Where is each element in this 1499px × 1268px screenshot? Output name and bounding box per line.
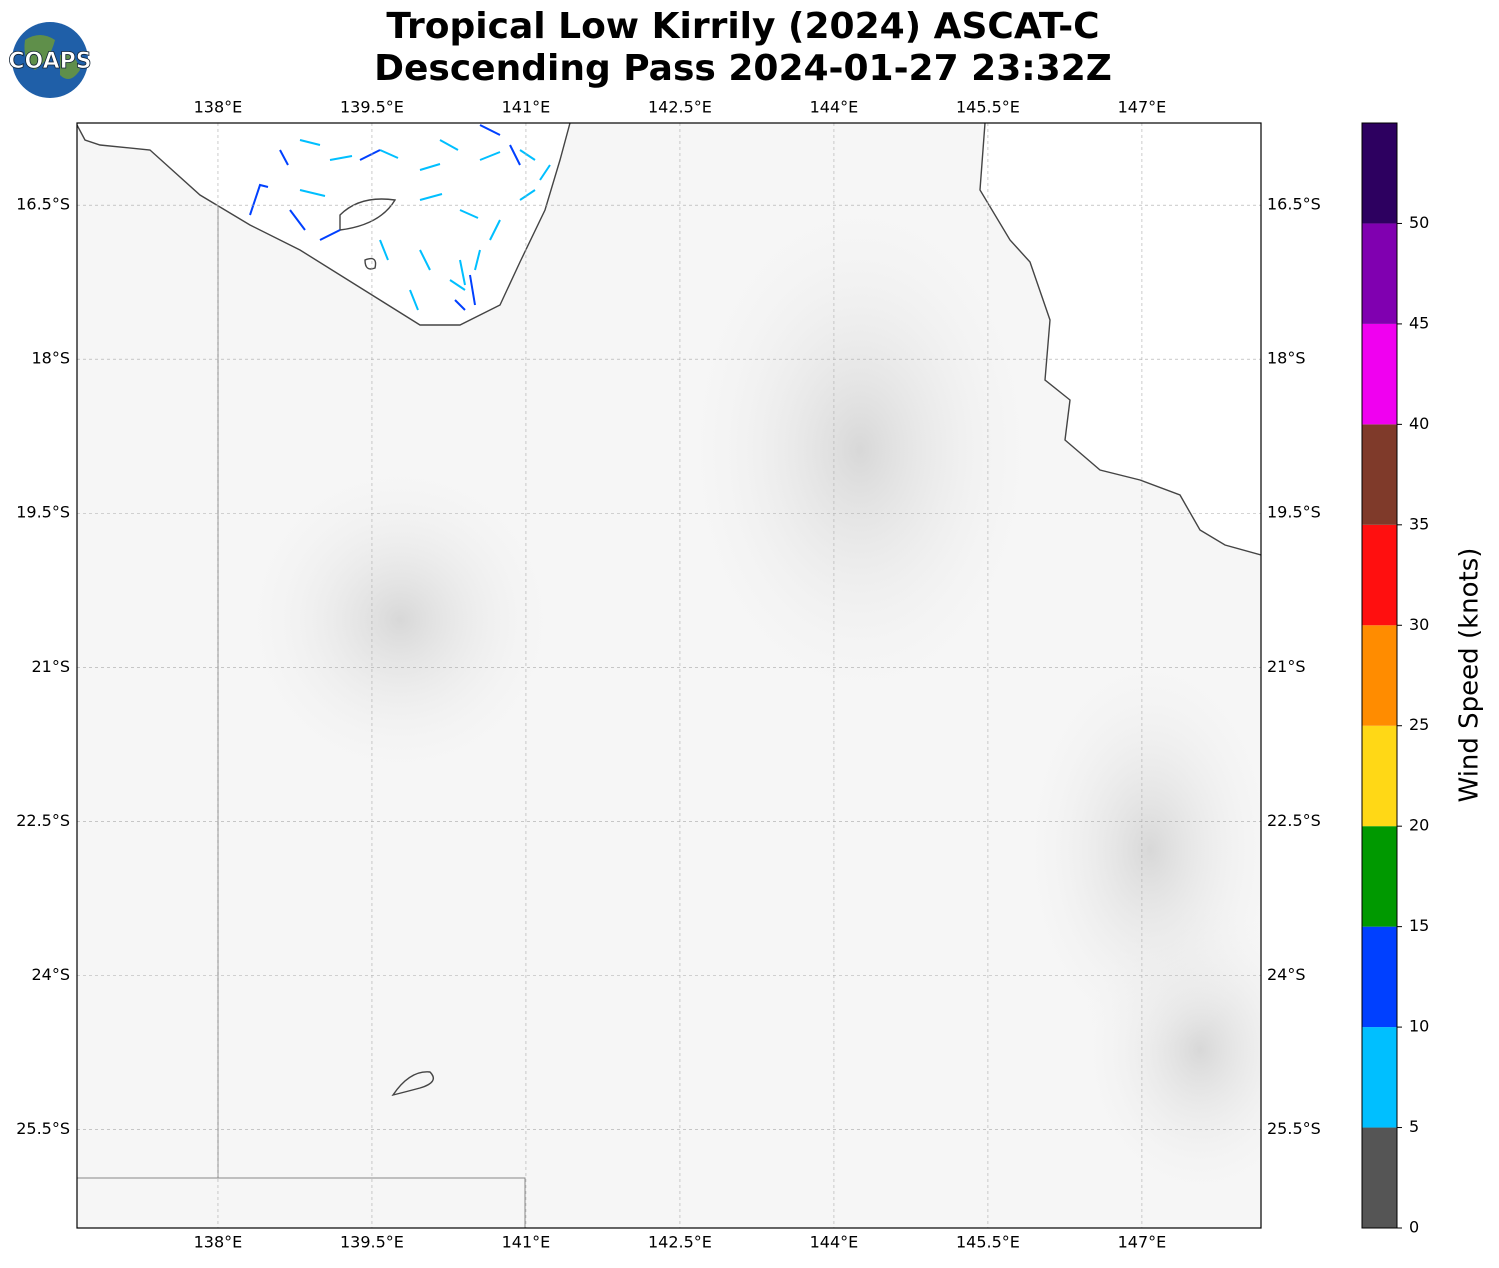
colorbar-bin bbox=[1362, 323, 1397, 425]
grid bbox=[77, 123, 1261, 1228]
y-tick-label: 25.5°S bbox=[16, 1119, 70, 1138]
x-tick-label: 147°E bbox=[1118, 1233, 1167, 1252]
logo-text: COAPS bbox=[8, 49, 91, 74]
y-tick-label: 18°S bbox=[31, 349, 70, 368]
logo-land bbox=[24, 35, 80, 79]
wind-barbs bbox=[249, 124, 551, 311]
title: Tropical Low Kirrily (2024) ASCAT-C bbox=[386, 6, 1099, 47]
x-tick-label: 145.5°E bbox=[956, 98, 1020, 117]
x-tick-label: 144°E bbox=[810, 98, 859, 117]
colorbar-bin bbox=[1362, 826, 1397, 927]
y-tick-label: 21°S bbox=[1267, 657, 1306, 676]
colorbar-label: Wind Speed (knots) bbox=[1455, 548, 1485, 803]
y-tick-label: 21°S bbox=[31, 657, 70, 676]
island bbox=[339, 198, 397, 270]
lake bbox=[391, 1071, 434, 1097]
colorbar-bin bbox=[1362, 223, 1397, 324]
colorbar-tick-label: 30 bbox=[1409, 615, 1429, 634]
subtitle: Descending Pass 2024-01-27 23:32Z bbox=[374, 48, 1112, 89]
x-tick-label: 139.5°E bbox=[340, 1233, 404, 1252]
map-area bbox=[77, 123, 1261, 1228]
colorbar-tick-label: 5 bbox=[1409, 1117, 1419, 1136]
cloud bbox=[680, 190, 1040, 710]
x-tick-label: 147°E bbox=[1118, 98, 1167, 117]
x-tick-label: 141°E bbox=[502, 1233, 551, 1252]
colorbar-bin bbox=[1362, 625, 1397, 726]
y-tick-label: 19.5°S bbox=[16, 503, 70, 522]
colorbar-bin bbox=[1362, 926, 1397, 1028]
ocean bbox=[980, 123, 1261, 555]
x-tick-label: 138°E bbox=[194, 98, 243, 117]
x-tick-label: 138°E bbox=[194, 1233, 243, 1252]
colorbar-bin bbox=[1362, 1127, 1397, 1228]
map-frame bbox=[76, 122, 1262, 1229]
colorbar-tick-label: 45 bbox=[1409, 313, 1429, 332]
colorbar-tick-label: 20 bbox=[1409, 816, 1429, 835]
colorbar-bin bbox=[1362, 725, 1397, 827]
colorbar-tick-label: 15 bbox=[1409, 916, 1429, 935]
y-tick-label: 25.5°S bbox=[1267, 1119, 1321, 1138]
coastline bbox=[77, 123, 571, 326]
colorbar-tick-label: 50 bbox=[1409, 213, 1429, 232]
x-tick-label: 145.5°E bbox=[956, 1233, 1020, 1252]
colorbar-tick-label: 25 bbox=[1409, 715, 1429, 734]
colorbar-bin bbox=[1362, 424, 1397, 525]
y-tick-label: 18°S bbox=[1267, 349, 1306, 368]
x-tick-label: 142.5°E bbox=[648, 1233, 712, 1252]
y-tick-label: 16.5°S bbox=[16, 195, 70, 214]
colorbar-tick-label: 10 bbox=[1409, 1017, 1429, 1036]
colorbar-tick-label: 40 bbox=[1409, 414, 1429, 433]
colorbar-bin bbox=[1362, 524, 1397, 626]
state-border bbox=[77, 205, 526, 1228]
x-tick-label: 141°E bbox=[502, 98, 551, 117]
colorbar-bin bbox=[1362, 1027, 1397, 1128]
coastline bbox=[979, 123, 1261, 556]
x-tick-label: 144°E bbox=[810, 1233, 859, 1252]
cloud bbox=[1020, 650, 1261, 1050]
y-tick-label: 22.5°S bbox=[1267, 811, 1321, 830]
y-tick-label: 24°S bbox=[1267, 965, 1306, 984]
cloud bbox=[240, 460, 560, 780]
colorbar-tick-label: 0 bbox=[1409, 1218, 1419, 1237]
colorbar-frame bbox=[1361, 122, 1398, 1229]
gulf bbox=[77, 123, 570, 325]
y-tick-label: 16.5°S bbox=[1267, 195, 1321, 214]
y-tick-label: 19.5°S bbox=[1267, 503, 1321, 522]
colorbar-tick-label: 35 bbox=[1409, 514, 1429, 533]
y-tick-label: 22.5°S bbox=[16, 811, 70, 830]
y-tick-label: 24°S bbox=[31, 965, 70, 984]
colorbar-bin bbox=[1362, 123, 1397, 224]
x-tick-label: 139.5°E bbox=[340, 98, 404, 117]
x-tick-label: 142.5°E bbox=[648, 98, 712, 117]
